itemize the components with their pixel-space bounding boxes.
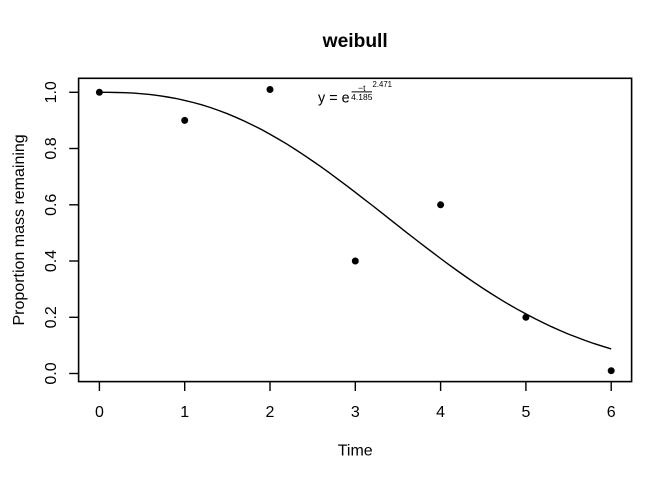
svg-text:5: 5: [521, 404, 530, 421]
svg-text:0: 0: [95, 404, 104, 421]
svg-text:0.0: 0.0: [43, 362, 60, 384]
svg-text:0.6: 0.6: [43, 194, 60, 216]
svg-text:weibull: weibull: [322, 31, 388, 52]
svg-text:4: 4: [436, 404, 445, 421]
svg-text:Proportion mass remaining: Proportion mass remaining: [11, 134, 28, 325]
svg-text:2: 2: [266, 404, 275, 421]
svg-text:0.8: 0.8: [43, 137, 60, 159]
svg-text:y = e: y = e: [318, 91, 350, 107]
svg-text:−t: −t: [358, 83, 366, 93]
svg-text:4.185: 4.185: [351, 92, 373, 102]
svg-text:1.0: 1.0: [43, 81, 60, 103]
svg-text:0.4: 0.4: [43, 250, 60, 272]
svg-text:1: 1: [180, 404, 189, 421]
svg-text:6: 6: [607, 404, 616, 421]
svg-text:Time: Time: [338, 443, 373, 460]
svg-text:0.2: 0.2: [43, 306, 60, 328]
svg-text:3: 3: [351, 404, 360, 421]
svg-text:2.471: 2.471: [373, 80, 393, 89]
